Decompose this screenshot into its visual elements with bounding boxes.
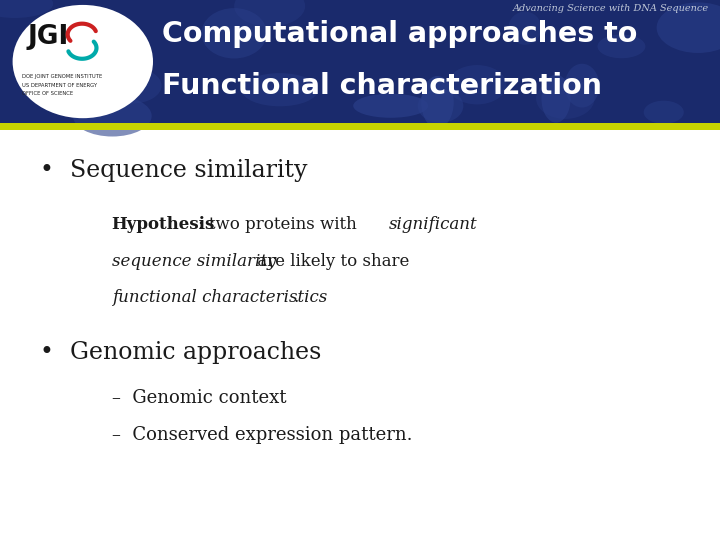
- Ellipse shape: [536, 78, 595, 119]
- Ellipse shape: [657, 2, 720, 53]
- Ellipse shape: [102, 68, 161, 104]
- Text: •: •: [40, 341, 53, 364]
- Text: •: •: [40, 159, 53, 183]
- Ellipse shape: [644, 100, 684, 124]
- Text: significant: significant: [389, 216, 477, 233]
- Ellipse shape: [564, 64, 599, 107]
- Ellipse shape: [73, 37, 103, 87]
- Text: DOE JOINT GENOME INSTITUTE: DOE JOINT GENOME INSTITUTE: [22, 74, 102, 79]
- Bar: [0, 0, 720, 123]
- Text: Advancing Science with DNA Sequence: Advancing Science with DNA Sequence: [513, 4, 709, 14]
- Text: sequence similarity: sequence similarity: [112, 253, 276, 269]
- Ellipse shape: [73, 96, 152, 137]
- Ellipse shape: [0, 0, 53, 18]
- Text: .: .: [294, 289, 299, 306]
- Ellipse shape: [202, 8, 267, 58]
- Text: Hypothesis: Hypothesis: [112, 216, 215, 233]
- Ellipse shape: [12, 5, 153, 118]
- Text: Sequence similarity: Sequence similarity: [70, 159, 307, 183]
- Ellipse shape: [354, 94, 428, 118]
- Text: functional characteristics: functional characteristics: [112, 289, 327, 306]
- Ellipse shape: [598, 35, 645, 58]
- Text: JGI: JGI: [27, 24, 68, 50]
- Ellipse shape: [234, 0, 305, 26]
- Ellipse shape: [448, 65, 506, 104]
- Text: : two proteins with: : two proteins with: [198, 216, 362, 233]
- Ellipse shape: [541, 75, 570, 123]
- Ellipse shape: [418, 89, 464, 123]
- Ellipse shape: [242, 73, 318, 106]
- Text: are likely to share: are likely to share: [252, 253, 410, 269]
- Text: Genomic approaches: Genomic approaches: [70, 341, 321, 364]
- Text: OFFICE OF SCIENCE: OFFICE OF SCIENCE: [22, 91, 73, 96]
- Bar: [0, 123, 720, 130]
- Text: –  Genomic context: – Genomic context: [112, 389, 286, 407]
- Text: Functional characterization: Functional characterization: [162, 72, 602, 100]
- Text: Computational approaches to: Computational approaches to: [162, 21, 637, 49]
- Ellipse shape: [508, 11, 541, 45]
- Text: –  Conserved expression pattern.: – Conserved expression pattern.: [112, 426, 412, 444]
- Text: US DEPARTMENT OF ENERGY: US DEPARTMENT OF ENERGY: [22, 83, 96, 87]
- Ellipse shape: [421, 76, 454, 129]
